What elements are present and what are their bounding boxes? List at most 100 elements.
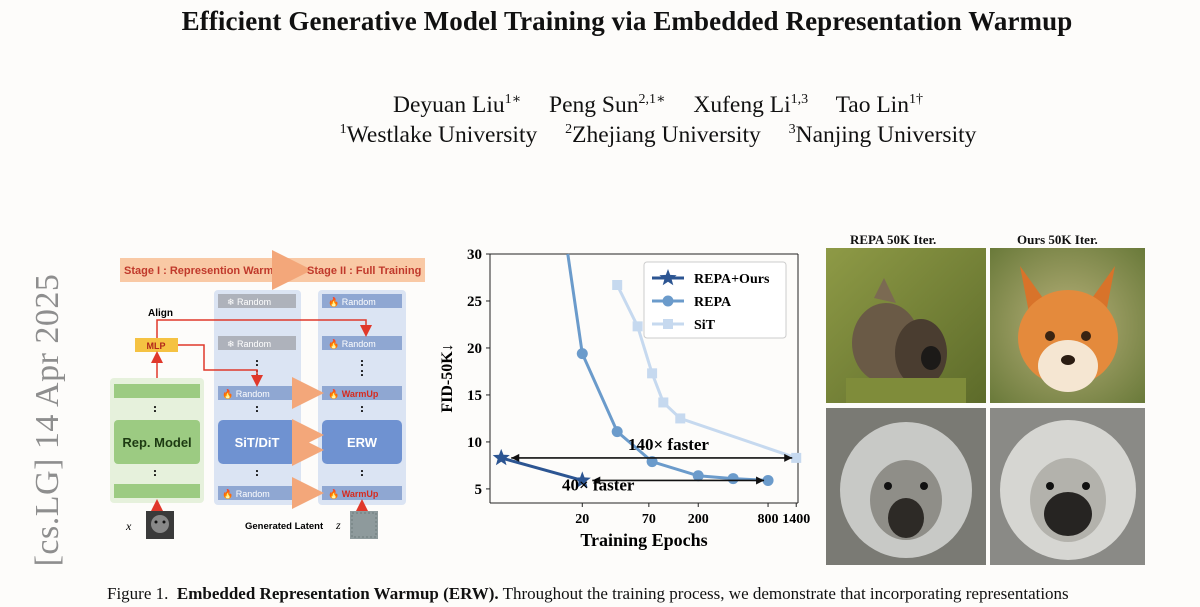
warmup-layer (322, 386, 402, 400)
square-marker (663, 319, 673, 329)
figure-caption: Figure 1. Embedded Representation Warmup… (107, 584, 1069, 604)
circle-marker (692, 470, 704, 482)
y-tick-label: 5 (475, 482, 483, 498)
y-tick-label: 20 (467, 341, 482, 357)
random-layer (218, 486, 296, 500)
y-axis-label: FID-50K↓ (439, 343, 456, 412)
align-arrow (156, 319, 372, 338)
random-label: 🔥 Random (222, 388, 270, 399)
erw-block (322, 420, 402, 464)
x-tick-label: 800 (758, 512, 779, 527)
repa-fox-image (826, 248, 986, 403)
arxiv-stamp: [cs.LG] 14 Apr 2025 (29, 273, 66, 567)
random-layer (218, 386, 296, 400)
star-marker (659, 269, 677, 286)
stage1-label: Stage I : Represention Warmup (124, 265, 287, 277)
random-layer (322, 336, 402, 350)
circle-marker (646, 456, 658, 468)
author-name: Xufeng Li1,3 (693, 92, 809, 118)
ours-fox-image (990, 248, 1145, 403)
chart-axes (489, 253, 799, 504)
rep-dots: : (153, 464, 157, 479)
square-marker (612, 280, 623, 291)
random-layer (322, 294, 402, 308)
erw-label: ERW (347, 435, 378, 450)
erw-dots: : (360, 464, 364, 479)
affiliation: 3Nanjing University (788, 122, 977, 148)
x-tick-label: 20 (575, 512, 589, 527)
mlp-label: MLP (147, 341, 166, 351)
annotation-label: 40× faster (562, 475, 635, 494)
series-sit (612, 280, 802, 463)
x-tick-label: 70 (642, 512, 656, 527)
series-line (615, 284, 797, 460)
affiliation: 2Zhejiang University (565, 122, 761, 148)
sit-dit-block (218, 420, 296, 464)
sit-dots: : (255, 354, 259, 369)
repa-column-label: REPA 50K Iter. (850, 232, 937, 247)
annotation-arrowhead (756, 476, 765, 485)
caption-bold-title: Embedded Representation Warmup (ERW). (176, 584, 499, 603)
random-label: ❄ Random (227, 297, 271, 307)
sit-dots: : (255, 464, 259, 479)
legend-item: REPA+Ours (652, 269, 770, 287)
caption-text: Throughout the training process, we demo… (502, 584, 1069, 603)
erw-dots: : (360, 364, 364, 379)
legend-item: SiT (652, 318, 716, 333)
affiliation-list: 1Westlake University 2Zhejiang Universit… (0, 122, 1200, 149)
ours-dog-image (990, 408, 1145, 565)
paper-title: Efficient Generative Model Training via … (181, 6, 1073, 36)
y-tick-label: 10 (467, 435, 482, 451)
star-marker (573, 471, 591, 488)
square-marker (675, 413, 686, 424)
annotation-arrowhead (511, 453, 520, 462)
legend-label: REPA+Ours (694, 272, 770, 287)
rep-layer-bottom (114, 484, 200, 498)
method-diagram: Stage I : Represention Warmup Stage II :… (110, 250, 425, 539)
noise-latent-icon (350, 511, 378, 539)
legend-item: REPA (652, 295, 732, 310)
rep-layer-top (114, 384, 200, 398)
chart-legend: REPA+Ours REPA SiT (643, 261, 787, 339)
annotation-label: 140× faster (628, 435, 709, 454)
mlp-block (135, 338, 178, 352)
repa-dog-image (826, 408, 986, 565)
square-marker (647, 368, 658, 379)
author-name: Tao Lin1† (835, 92, 923, 118)
random-label: 🔥 Random (328, 338, 376, 349)
circle-marker (662, 295, 674, 307)
author-name: Deyuan Liu1∗ (393, 92, 522, 118)
figure-number: Figure 1. (107, 584, 169, 603)
warmup-layer (322, 486, 402, 500)
star-marker (492, 448, 510, 466)
square-marker (658, 397, 669, 408)
sit-dit-label: SiT/DiT (235, 435, 280, 450)
circle-marker (727, 473, 739, 485)
sit-dots: : (255, 400, 259, 415)
erw-dots: : (360, 400, 364, 415)
random-layer (218, 294, 296, 308)
align-arrow (178, 344, 263, 387)
circle-marker (576, 348, 588, 360)
circle-marker (611, 426, 623, 438)
warmup-label: 🔥 WarmUp (328, 488, 379, 499)
legend-label: SiT (694, 318, 716, 333)
square-marker (791, 452, 802, 463)
rep-dots: : (153, 400, 157, 415)
x-tick-label: 1400 (782, 512, 810, 527)
random-layer (218, 336, 296, 350)
x-tick-label: 200 (688, 512, 709, 527)
series-line (500, 456, 583, 482)
random-label: ❄ Random (227, 339, 271, 349)
author-name: Peng Sun2,1∗ (549, 92, 666, 118)
warmup-label: 🔥 WarmUp (328, 388, 379, 399)
fid-chart: 5 10 15 20 25 30 20 200 800 1400 70 FID-50K↓ Trai… (439, 247, 810, 550)
random-label: 🔥 Random (222, 488, 270, 499)
y-tick-label: 30 (467, 247, 482, 263)
input-x-label: x (125, 519, 132, 533)
ours-column-label: Ours 50K Iter. (1017, 232, 1098, 247)
erw-dots: : (360, 354, 364, 369)
rep-model-label: Rep. Model (122, 435, 191, 450)
y-tick-label: 25 (467, 294, 482, 310)
affiliation: 1Westlake University (339, 122, 538, 148)
